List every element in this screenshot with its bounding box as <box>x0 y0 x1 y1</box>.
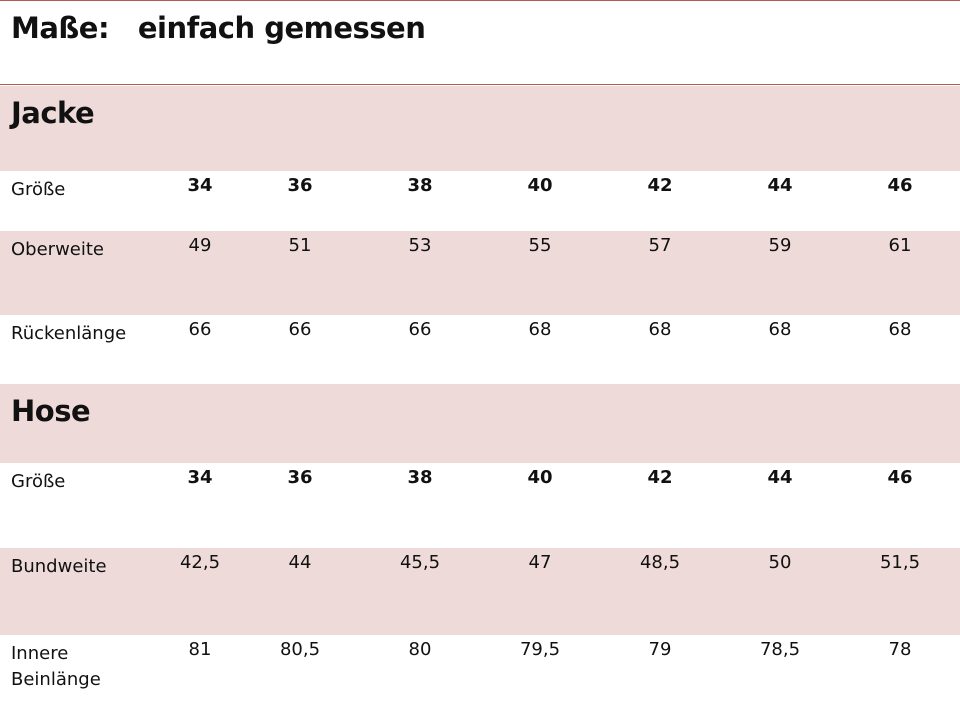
row-label: Oberweite <box>11 239 104 260</box>
table-cell: 36 <box>287 467 313 488</box>
table-cell: 46 <box>887 175 913 196</box>
table-cell: 55 <box>528 235 552 256</box>
table-cell: 78,5 <box>759 639 801 660</box>
table-cell: 42 <box>647 467 673 488</box>
table-cell: 68 <box>768 319 792 340</box>
table-cell: 46 <box>887 467 913 488</box>
table-cell: 79,5 <box>519 639 561 660</box>
table-row: Oberweite 49 51 53 55 57 59 61 <box>0 231 960 315</box>
table-cell: 68 <box>888 319 912 340</box>
table-cell: 68 <box>528 319 552 340</box>
row-label: Innere Beinlänge <box>11 643 101 690</box>
table-cell: 68 <box>648 319 672 340</box>
table-cell: 45,5 <box>399 552 441 573</box>
table-cell: 80,5 <box>279 639 321 660</box>
table-cell: 38 <box>407 175 433 196</box>
table-cell: 81 <box>188 639 212 660</box>
table-cell: 61 <box>888 235 912 256</box>
table-cell: 47 <box>528 552 552 573</box>
table-cell: 79 <box>648 639 672 660</box>
table-cell: 40 <box>527 175 553 196</box>
row-label: Größe <box>11 179 66 200</box>
table-cell: 59 <box>768 235 792 256</box>
page-title-bar: Maße: einfach gemessen <box>0 0 960 85</box>
table-cell: 34 <box>187 467 213 488</box>
table-cell: 44 <box>767 175 793 196</box>
table-cell: 42 <box>647 175 673 196</box>
table-cell: 51 <box>288 235 312 256</box>
table-row: Innere Beinlänge 81 80,5 80 79,5 79 78,5 78 <box>0 635 960 720</box>
table-row: Bundweite 42,5 44 45,5 47 48,5 50 51,5 <box>0 548 960 635</box>
table-cell: 50 <box>768 552 792 573</box>
table-cell: 44 <box>767 467 793 488</box>
section-title: Hose <box>11 394 91 428</box>
table-cell: 53 <box>408 235 432 256</box>
table-cell: 80 <box>408 639 432 660</box>
table-cell: 49 <box>188 235 212 256</box>
table-cell: 42,5 <box>179 552 221 573</box>
table-cell: 51,5 <box>879 552 921 573</box>
table-row: Rückenlänge 66 66 66 68 68 68 68 <box>0 315 960 384</box>
table-cell: 66 <box>288 319 312 340</box>
table-cell: 38 <box>407 467 433 488</box>
row-label: Rückenlänge <box>11 323 127 344</box>
section-header-hose: Hose <box>0 384 960 463</box>
table-cell: 36 <box>287 175 313 196</box>
table-cell: 34 <box>187 175 213 196</box>
table-cell: 78 <box>888 639 912 660</box>
table-cell: 66 <box>408 319 432 340</box>
table-cell: 57 <box>648 235 672 256</box>
table-row: Größe 34 36 38 40 42 44 46 <box>0 171 960 231</box>
table-cell: 44 <box>288 552 312 573</box>
table-cell: 66 <box>188 319 212 340</box>
table-row: Größe 34 36 38 40 42 44 46 <box>0 463 960 548</box>
row-label: Bundweite <box>11 556 107 577</box>
page-title: Maße: einfach gemessen <box>11 11 426 45</box>
table-cell: 40 <box>527 467 553 488</box>
section-title: Jacke <box>11 96 95 130</box>
section-header-jacke: Jacke <box>0 86 960 171</box>
row-label: Größe <box>11 471 66 492</box>
table-cell: 48,5 <box>639 552 681 573</box>
